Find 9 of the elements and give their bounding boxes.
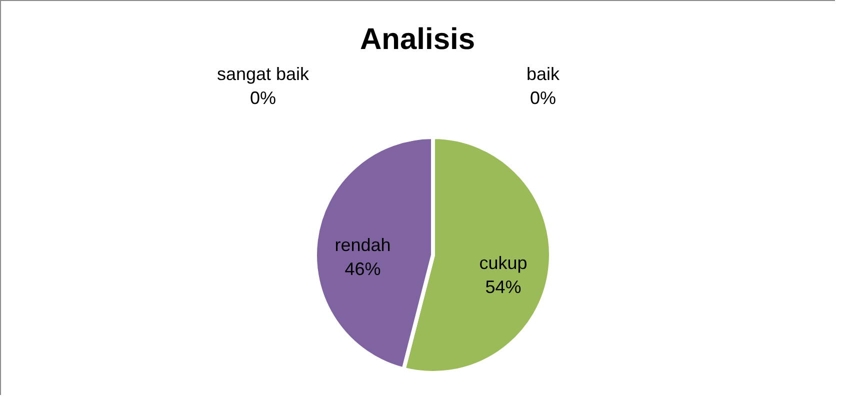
text: 0%	[530, 88, 556, 108]
text: 0%	[250, 88, 276, 108]
category-label: baik	[526, 64, 560, 84]
slice-label: cukup	[479, 252, 528, 273]
data-label: 54%	[485, 276, 522, 297]
data-label: 46%	[344, 259, 381, 280]
chart-title: Analisis	[360, 23, 476, 56]
category-label: sangat baik	[216, 64, 310, 84]
slice-label: rendah	[334, 235, 391, 256]
